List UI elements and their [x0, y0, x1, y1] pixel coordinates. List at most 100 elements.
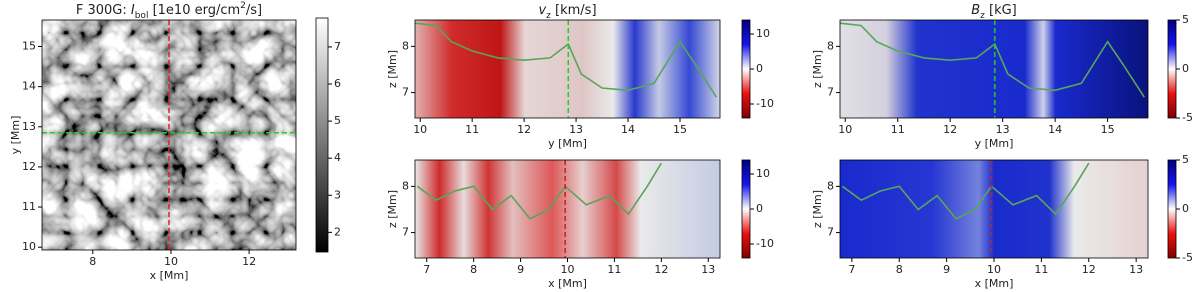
x-tick-label: 12 [242, 255, 256, 268]
contour-line [841, 162, 1090, 220]
colorbar-tick-label: 4 [334, 151, 341, 164]
title-part: [1e10 erg/cm [148, 3, 240, 18]
x-tick-label: 13 [569, 123, 583, 136]
y-tick-label: 13 [22, 120, 36, 133]
colorbar [741, 159, 751, 259]
x-tick-label: 14 [621, 123, 635, 136]
contour-line [416, 162, 662, 220]
title-part: B [971, 3, 980, 18]
x-tick-label: 10 [838, 123, 852, 136]
y-axis-label: z [Mm] [386, 50, 399, 88]
axes-frame [839, 19, 1149, 119]
title-part: [kG] [985, 3, 1017, 18]
y-axis-label: z [Mm] [811, 50, 824, 88]
colorbar-tick-label: -10 [756, 97, 774, 110]
y-tick-label: 12 [22, 160, 36, 173]
title-part: bol [135, 11, 149, 21]
y-tick-label: 7 [402, 86, 409, 99]
x-tick-label: 11 [1034, 263, 1048, 276]
y-tick-label: 14 [22, 80, 36, 93]
title-part: 2 [240, 1, 246, 11]
y-tick-label: 11 [22, 200, 36, 213]
x-tick-label: 10 [164, 255, 178, 268]
x-axis-label: y [Mm] [975, 137, 1014, 150]
x-tick-label: 15 [1101, 123, 1115, 136]
colorbar [1167, 159, 1177, 259]
colorbar-tick-label: 7 [334, 40, 341, 53]
x-tick-label: 10 [987, 263, 1001, 276]
x-tick-label: 13 [701, 263, 715, 276]
x-tick-label: 8 [896, 263, 903, 276]
colorbar-tick-label: 0 [756, 202, 763, 215]
y-axis-label: z [Mm] [811, 190, 824, 228]
y-tick-label: 7 [827, 226, 834, 239]
x-tick-label: 14 [1048, 123, 1062, 136]
colorbar-tick-label: 10 [756, 167, 770, 180]
y-axis-label: z [Mm] [386, 190, 399, 228]
x-tick-label: 11 [891, 123, 905, 136]
x-axis-label: y [Mm] [548, 137, 587, 150]
x-tick-label: 10 [561, 263, 575, 276]
x-tick-label: 11 [465, 123, 479, 136]
colorbar-tick-label: 0 [756, 62, 763, 75]
colorbar-tick-label: 3 [334, 188, 341, 201]
axes-frame [41, 19, 297, 251]
x-tick-label: 12 [943, 123, 957, 136]
title-part: I [131, 3, 135, 18]
x-tick-label: 10 [413, 123, 427, 136]
colorbar-tick-label: 10 [756, 27, 770, 40]
colorbar-tick-label: -10 [756, 237, 774, 250]
x-axis-label: x [Mm] [548, 277, 587, 290]
x-tick-label: 15 [673, 123, 687, 136]
colorbar-tick-label: 0 [1182, 202, 1189, 215]
x-tick-label: 11 [607, 263, 621, 276]
colorbar-tick-label: 6 [334, 77, 341, 90]
x-tick-label: 7 [423, 263, 430, 276]
y-tick-label: 8 [827, 179, 834, 192]
colorbar [315, 17, 329, 253]
title-part: [km/s] [551, 3, 597, 18]
y-tick-label: 15 [22, 39, 36, 52]
x-tick-label: 12 [654, 263, 668, 276]
y-tick-label: 7 [402, 226, 409, 239]
y-tick-label: 8 [402, 179, 409, 192]
title-part: F 300G: [76, 3, 131, 18]
title-part: /s] [246, 3, 262, 18]
x-tick-label: 8 [470, 263, 477, 276]
x-tick-label: 8 [89, 255, 96, 268]
y-tick-label: 8 [827, 39, 834, 52]
colorbar [1167, 19, 1177, 119]
image-texture [415, 20, 720, 118]
colorbar-tick-label: -5 [1182, 111, 1193, 124]
y-tick-label: 7 [827, 86, 834, 99]
y-tick-label: 10 [22, 240, 36, 253]
axes-frame [414, 19, 721, 119]
title-part: z [980, 11, 985, 21]
colorbar [741, 19, 751, 119]
colorbar-tick-label: 5 [334, 114, 341, 127]
colorbar-tick-label: 2 [334, 225, 341, 238]
x-tick-label: 13 [996, 123, 1010, 136]
x-tick-label: 12 [517, 123, 531, 136]
image-texture [840, 20, 1148, 118]
x-axis-label: x [Mm] [975, 277, 1014, 290]
image-texture [840, 160, 1148, 258]
x-tick-label: 13 [1129, 263, 1143, 276]
chart-title: vz [km/s] [538, 3, 596, 21]
y-axis-label: y [Mm] [9, 116, 22, 155]
x-tick-label: 7 [848, 263, 855, 276]
colorbar-tick-label: 0 [1182, 62, 1189, 75]
colorbar-tick-label: 5 [1182, 13, 1189, 26]
x-tick-label: 9 [517, 263, 524, 276]
y-tick-label: 8 [402, 39, 409, 52]
title-part: v [538, 3, 546, 18]
chart-title: Bz [kG] [971, 3, 1017, 21]
title-part: z [546, 11, 551, 21]
colorbar-tick-label: -5 [1182, 251, 1193, 264]
image-texture [415, 160, 720, 258]
x-tick-label: 9 [943, 263, 950, 276]
colorbar-tick-label: 5 [1182, 153, 1189, 166]
x-axis-label: x [Mm] [150, 269, 189, 282]
chart-title: F 300G: Ibol [1e10 erg/cm2/s] [76, 1, 262, 21]
